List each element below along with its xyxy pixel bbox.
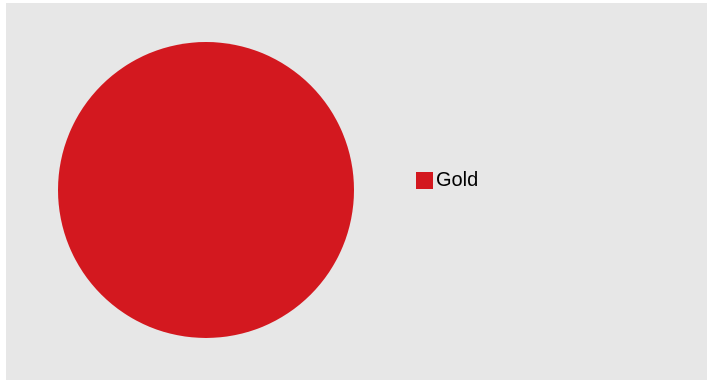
chart-area: Gold (6, 3, 707, 380)
pie-slice-gold (58, 42, 354, 338)
legend: Gold (416, 168, 478, 192)
pie-chart (58, 42, 354, 338)
legend-swatch-gold (416, 171, 433, 189)
legend-label-gold: Gold (436, 169, 479, 191)
